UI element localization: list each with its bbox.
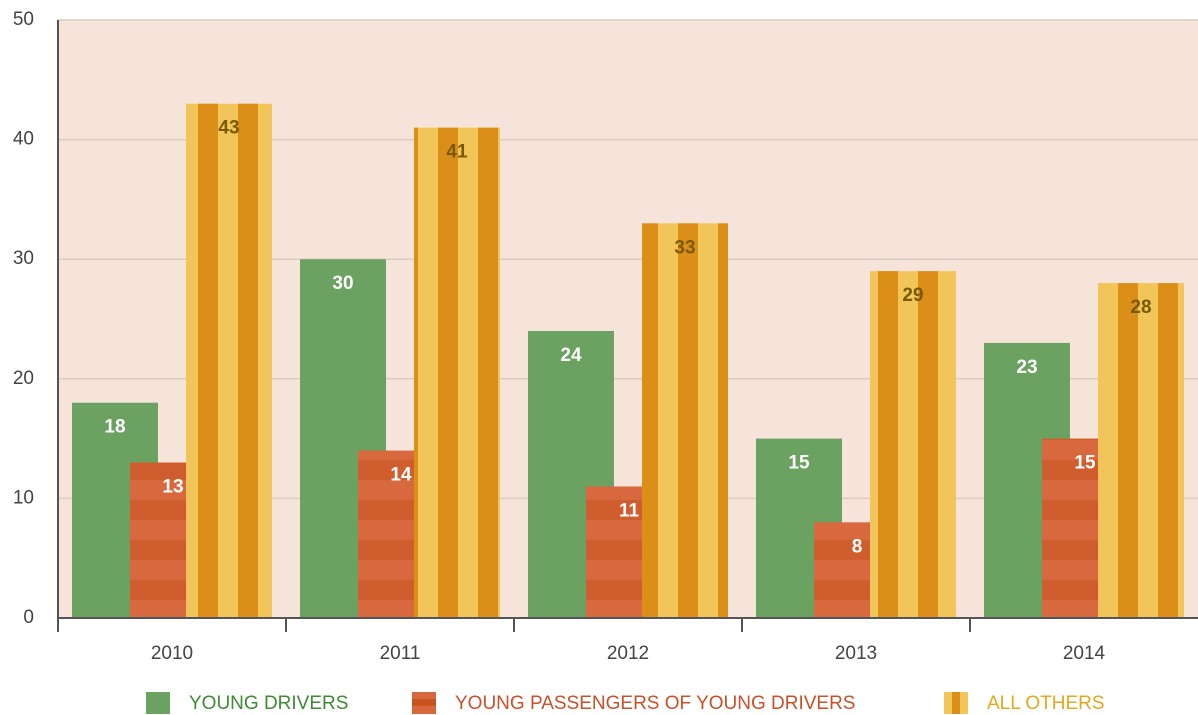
- value-label: 23: [1016, 357, 1037, 378]
- legend-label: ALL OTHERS: [987, 693, 1105, 714]
- y-tick-label: 10: [13, 487, 34, 508]
- value-label: 30: [332, 273, 353, 294]
- value-label: 24: [560, 345, 582, 366]
- x-tick-label: 2010: [151, 643, 193, 664]
- legend-swatch-pattern: [952, 692, 960, 714]
- value-label: 41: [446, 142, 468, 163]
- legend-swatch-pattern: [412, 699, 436, 706]
- x-tick-label: 2014: [1063, 643, 1106, 664]
- y-tick-label: 40: [13, 129, 34, 150]
- y-tick-label: 0: [23, 607, 34, 628]
- value-label: 11: [619, 500, 640, 521]
- bar-pattern: [642, 223, 728, 618]
- legend-swatch: [146, 692, 170, 714]
- bar-pattern: [186, 103, 272, 619]
- bar-pattern: [1098, 283, 1184, 618]
- value-label: 29: [902, 285, 923, 306]
- value-label: 15: [1074, 453, 1096, 474]
- value-label: 15: [788, 453, 810, 474]
- y-tick-label: 30: [13, 248, 34, 269]
- y-tick-label: 50: [13, 9, 34, 30]
- value-label: 8: [852, 536, 863, 557]
- x-tick-label: 2013: [835, 643, 877, 664]
- value-label: 13: [162, 477, 183, 498]
- value-label: 33: [674, 237, 695, 258]
- bar-pattern: [870, 271, 956, 618]
- value-label: 28: [1130, 297, 1151, 318]
- x-tick-label: 2011: [380, 643, 421, 664]
- value-label: 43: [218, 118, 239, 139]
- legend-label: YOUNG DRIVERS: [189, 693, 348, 714]
- y-tick-label: 20: [13, 368, 34, 389]
- value-label: 18: [104, 417, 125, 438]
- value-label: 14: [390, 465, 412, 486]
- bar-pattern: [414, 127, 500, 618]
- legend-label: YOUNG PASSENGERS OF YOUNG DRIVERS: [455, 693, 855, 714]
- x-tick-label: 2012: [607, 643, 649, 664]
